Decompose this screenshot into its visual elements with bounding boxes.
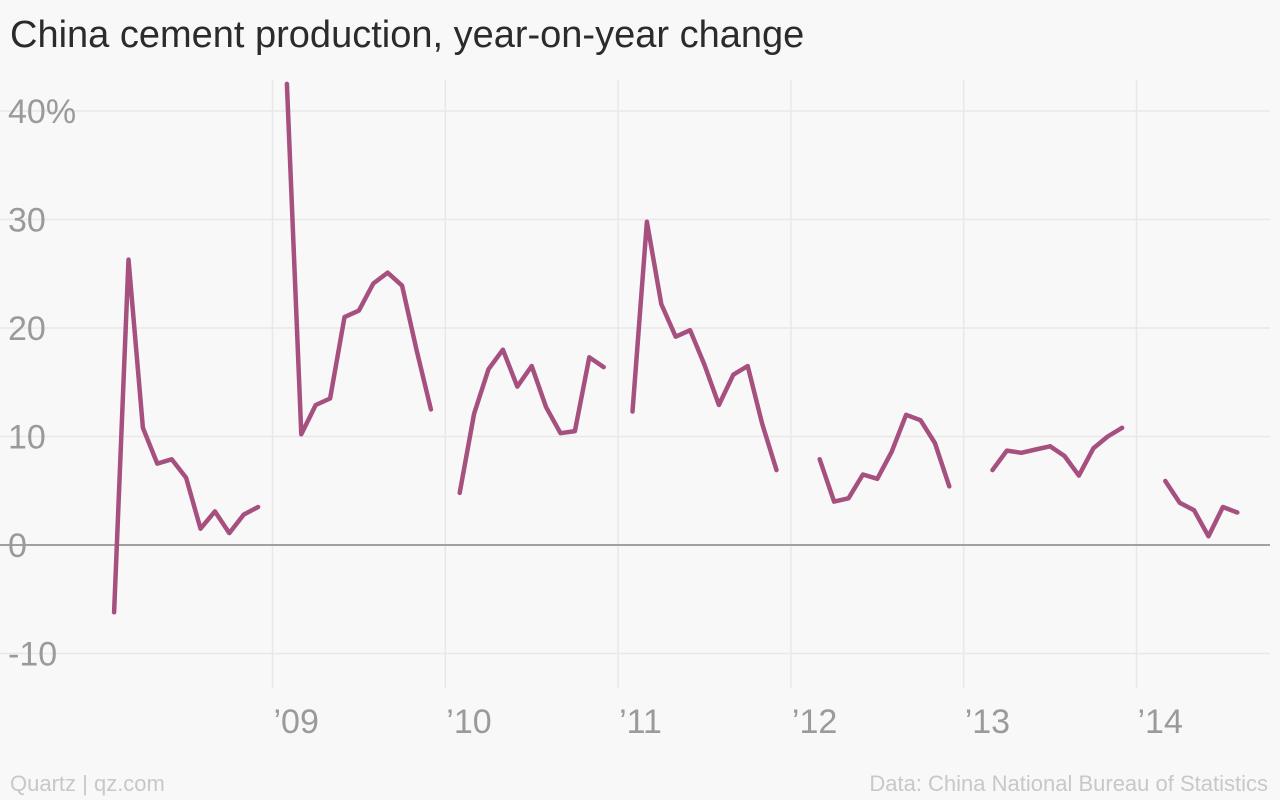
series-line-segment [457, 347, 606, 496]
series-line-segment [630, 219, 779, 473]
series-line-segment [990, 425, 1125, 478]
y-tick-labels: 40% 30 20 10 0 -10 [8, 93, 76, 674]
series-lines [111, 81, 1240, 615]
y-gridlines [0, 110, 1270, 655]
line-chart: 40% 30 20 10 0 -10 ’09 ’10 ’11 ’12 ’13 ’14 [0, 80, 1270, 741]
x-tick-label: ’14 [1138, 703, 1183, 741]
series-line-segment [817, 412, 952, 504]
y-tick-label: 20 [8, 310, 46, 348]
y-tick-label: 30 [8, 202, 46, 240]
source-text: Data: China National Bureau of Statistic… [869, 771, 1268, 796]
x-tick-label: ’10 [446, 703, 491, 741]
y-tick-label: 40% [8, 93, 76, 131]
y-tick-label: 10 [8, 419, 46, 457]
y-tick-label: 0 [8, 527, 27, 565]
y-tick-label: -10 [8, 636, 57, 674]
chart-title: China cement production, year-on-year ch… [10, 14, 805, 56]
series-line-segment [111, 257, 261, 615]
x-tick-label: ’11 [619, 703, 662, 741]
x-tick-labels: ’09 ’10 ’11 ’12 ’13 ’14 [274, 703, 1183, 741]
x-tick-label: ’12 [792, 703, 837, 741]
x-tick-label: ’13 [965, 703, 1010, 741]
x-gridlines [271, 80, 1138, 688]
credit-text: Quartz | qz.com [10, 771, 165, 796]
series-line-segment [284, 81, 434, 437]
x-tick-label: ’09 [274, 703, 319, 741]
series-line-segment [1163, 478, 1240, 539]
